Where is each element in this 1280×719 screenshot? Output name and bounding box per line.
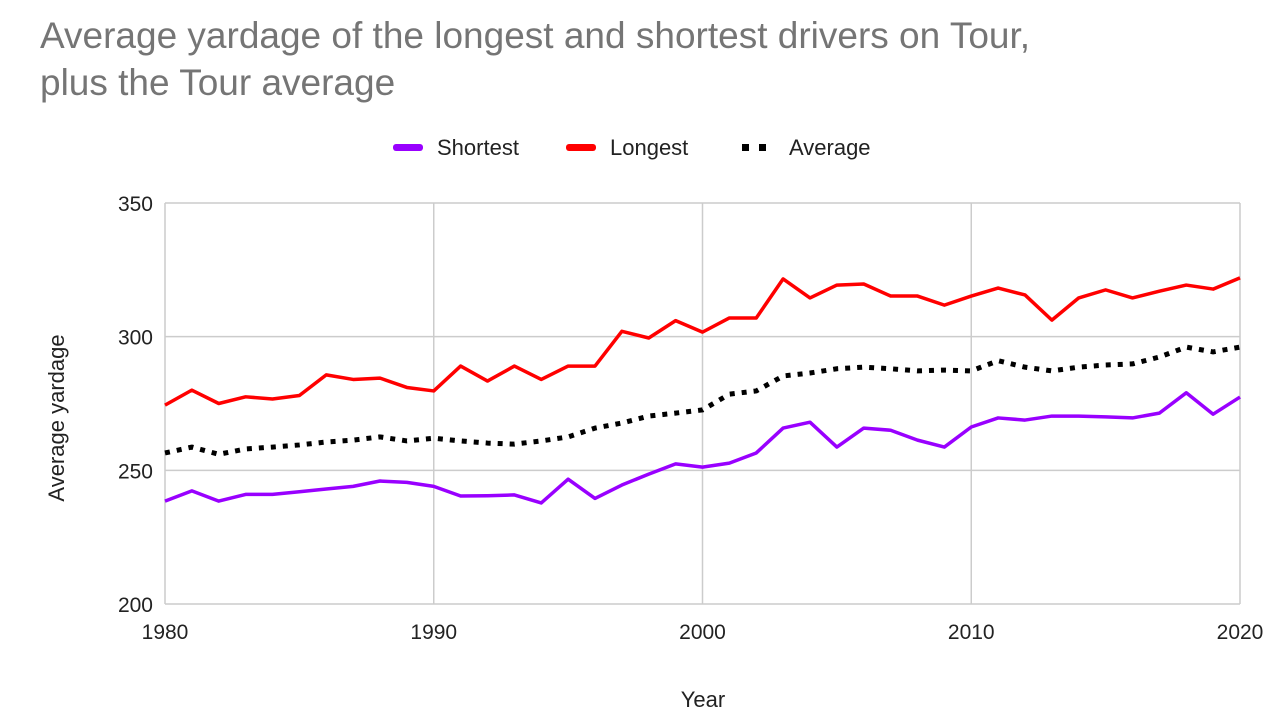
- y-tick-label: 200: [118, 594, 153, 617]
- legend-swatch-shortest: [393, 144, 423, 151]
- legend-swatch-average: [742, 144, 749, 151]
- legend-label-average: Average: [789, 135, 871, 160]
- y-tick-label: 250: [118, 460, 153, 483]
- chart-title-line-2: plus the Tour average: [40, 62, 395, 103]
- x-tick-label: 2010: [948, 621, 995, 644]
- axis-ticks: 200 250 300 350 1980 1990 2000 2010 2020: [118, 193, 1263, 644]
- legend-label-longest: Longest: [610, 135, 688, 160]
- y-axis-title: Average yardage: [44, 334, 69, 501]
- legend: Shortest Longest Average: [393, 135, 871, 160]
- series-lines: [164, 276, 1241, 505]
- gridlines: [164, 202, 1241, 605]
- x-axis-title: Year: [681, 687, 725, 712]
- x-tick-label: 1980: [142, 621, 189, 644]
- chart-title-line-1: Average yardage of the longest and short…: [40, 15, 1030, 56]
- series-line-shortest: [164, 391, 1241, 505]
- x-tick-label: 2000: [679, 621, 726, 644]
- x-tick-label: 2020: [1217, 621, 1264, 644]
- legend-swatch-longest: [566, 144, 596, 151]
- series-line-longest: [164, 276, 1241, 407]
- y-tick-label: 300: [118, 327, 153, 350]
- legend-label-shortest: Shortest: [437, 135, 519, 160]
- x-tick-label: 1990: [410, 621, 457, 644]
- y-tick-label: 350: [118, 193, 153, 216]
- legend-swatch-average: [759, 144, 766, 151]
- series-line-average: [164, 344, 1241, 457]
